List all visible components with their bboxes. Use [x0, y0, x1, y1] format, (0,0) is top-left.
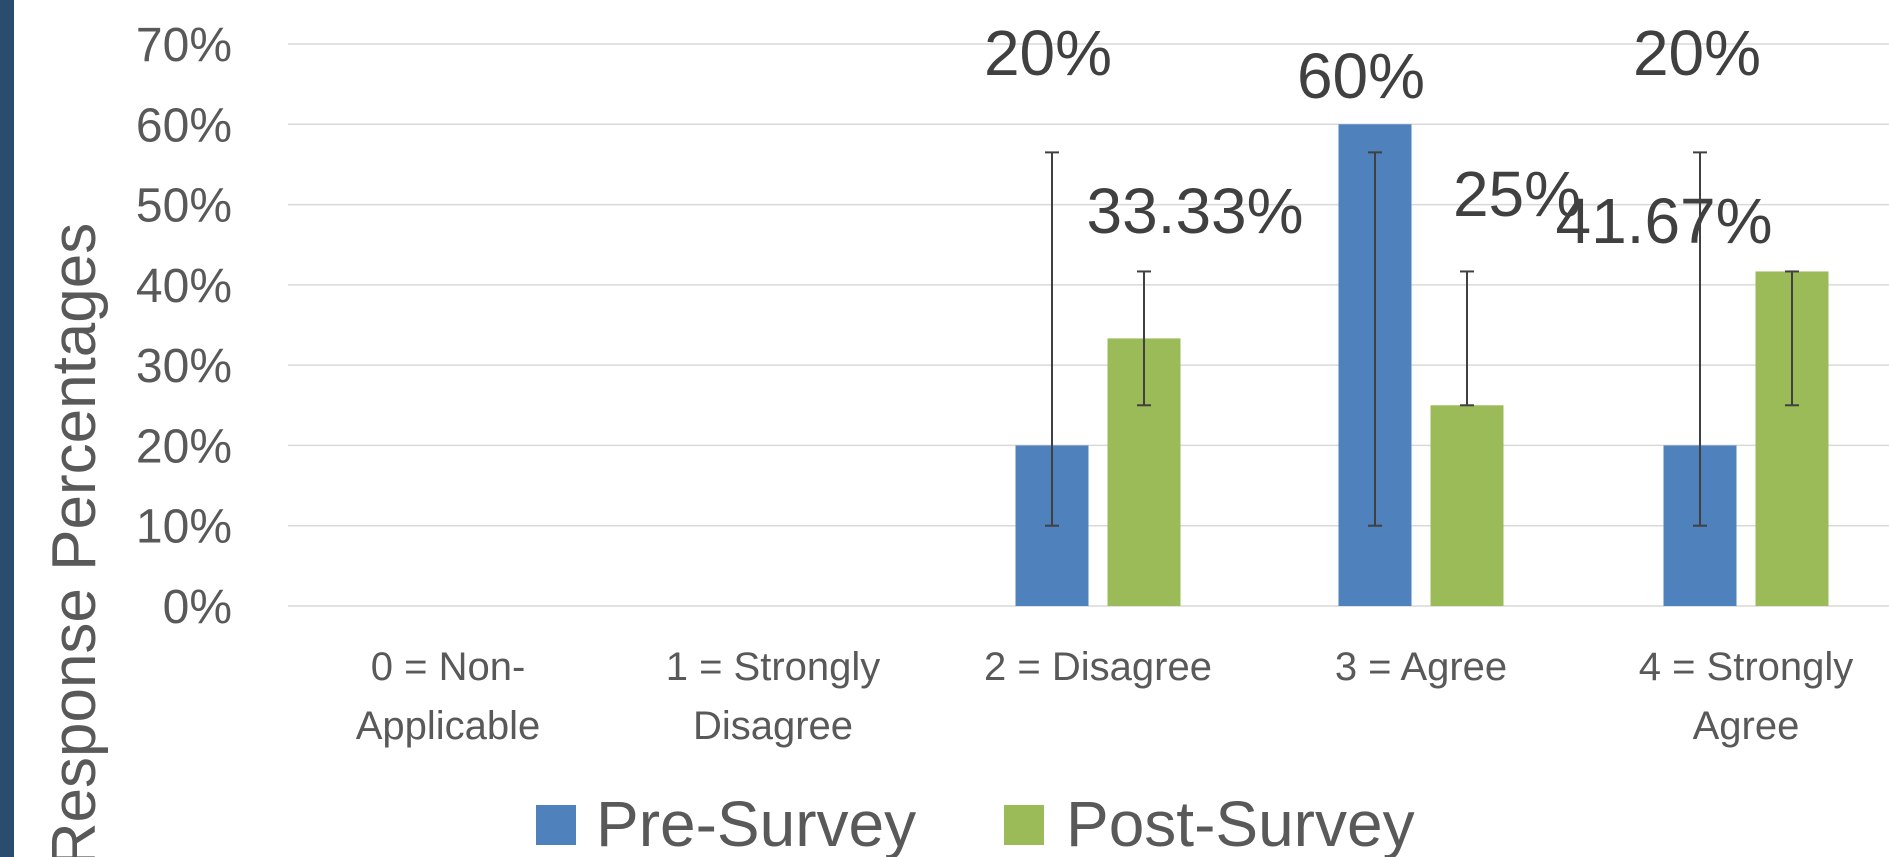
x-tick-label: Agree	[1693, 704, 1800, 748]
x-tick-label: 0 = Non-	[371, 645, 526, 689]
bar-post-survey-3	[1430, 405, 1504, 606]
data-label: 60%	[1297, 40, 1425, 112]
x-tick-label: 1 = Strongly	[666, 645, 881, 689]
x-tick-label: Disagree	[693, 704, 853, 748]
x-tick-label: 3 = Agree	[1335, 645, 1507, 689]
legend-label: Post-Survey	[1066, 788, 1415, 857]
x-tick-label: 4 = Strongly	[1639, 645, 1854, 689]
legend-swatch	[1004, 805, 1044, 845]
y-tick-label: 70%	[136, 19, 232, 72]
y-tick-label: 40%	[136, 260, 232, 313]
y-tick-label: 50%	[136, 180, 232, 233]
left-accent-bar	[0, 0, 14, 857]
x-tick-label: 2 = Disagree	[984, 645, 1212, 689]
y-axis-label: Response Percentages	[40, 223, 109, 857]
data-label: 25%	[1453, 158, 1581, 230]
data-label: 33.33%	[1086, 175, 1303, 247]
y-tick-label: 60%	[136, 99, 232, 152]
data-label: 41.67%	[1555, 185, 1772, 257]
y-tick-label: 10%	[136, 501, 232, 554]
y-tick-label: 0%	[163, 581, 232, 634]
x-tick-label: Applicable	[356, 704, 541, 748]
y-tick-label: 20%	[136, 420, 232, 473]
legend-swatch	[536, 805, 576, 845]
data-label: 20%	[1633, 17, 1761, 89]
data-label: 20%	[984, 17, 1112, 89]
legend-label: Pre-Survey	[596, 788, 916, 857]
y-tick-label: 30%	[136, 340, 232, 393]
